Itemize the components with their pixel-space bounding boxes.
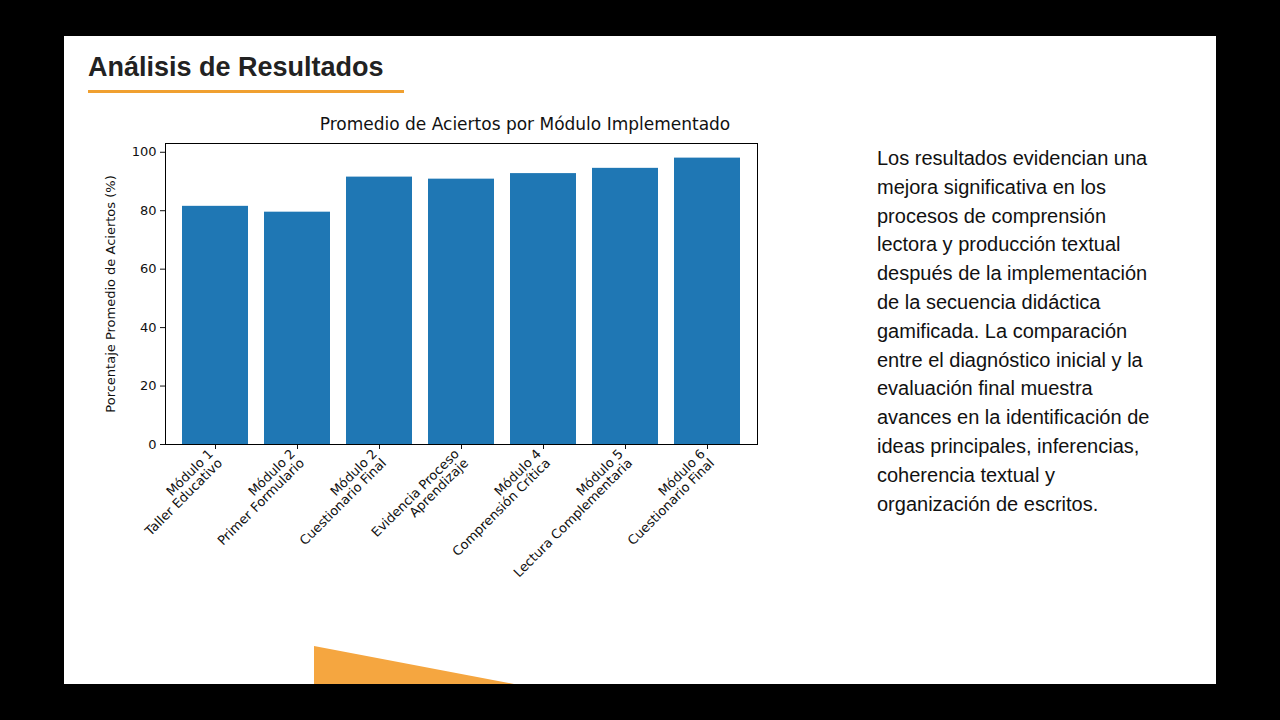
- svg-text:Evidencia ProcesoAprendizaje: Evidencia ProcesoAprendizaje: [368, 446, 471, 549]
- svg-text:0: 0: [148, 437, 156, 452]
- html-text:Los resultados evidencian una: Los resultados evidencian una mejora sig…: [877, 147, 1150, 515]
- html-text:Análisis de Resultados: Análisis de Resultados: [88, 52, 384, 82]
- svg-text:40: 40: [140, 320, 157, 335]
- html-text:Módulo 2: Módulo 2: [327, 446, 380, 499]
- svg-text:Módulo 5Lectura Complementaria: Módulo 5Lectura Complementaria: [501, 446, 635, 580]
- svg-text:60: 60: [140, 261, 157, 276]
- svg-text:Porcentaje Promedio de Acierto: Porcentaje Promedio de Aciertos (%): [103, 175, 118, 412]
- svg-text:Módulo 6Cuestionario Final: Módulo 6Cuestionario Final: [615, 446, 717, 548]
- svg-text:100: 100: [132, 144, 157, 159]
- svg-text:20: 20: [140, 378, 157, 393]
- html-text:Promedio de Aciertos por Módul: Promedio de Aciertos por Módulo Implemen…: [319, 114, 731, 134]
- svg-text:Módulo 1Taller Educativo: Módulo 1Taller Educativo: [132, 446, 225, 539]
- svg-text:Módulo 4Comprensión Crítica: Módulo 4Comprensión Crítica: [440, 446, 553, 559]
- html-text:Cuestionario Final: Cuestionario Final: [296, 455, 390, 548]
- svg-text:Módulo 2Primer Formulario: Módulo 2Primer Formulario: [205, 446, 307, 548]
- svg-text:80: 80: [140, 203, 157, 218]
